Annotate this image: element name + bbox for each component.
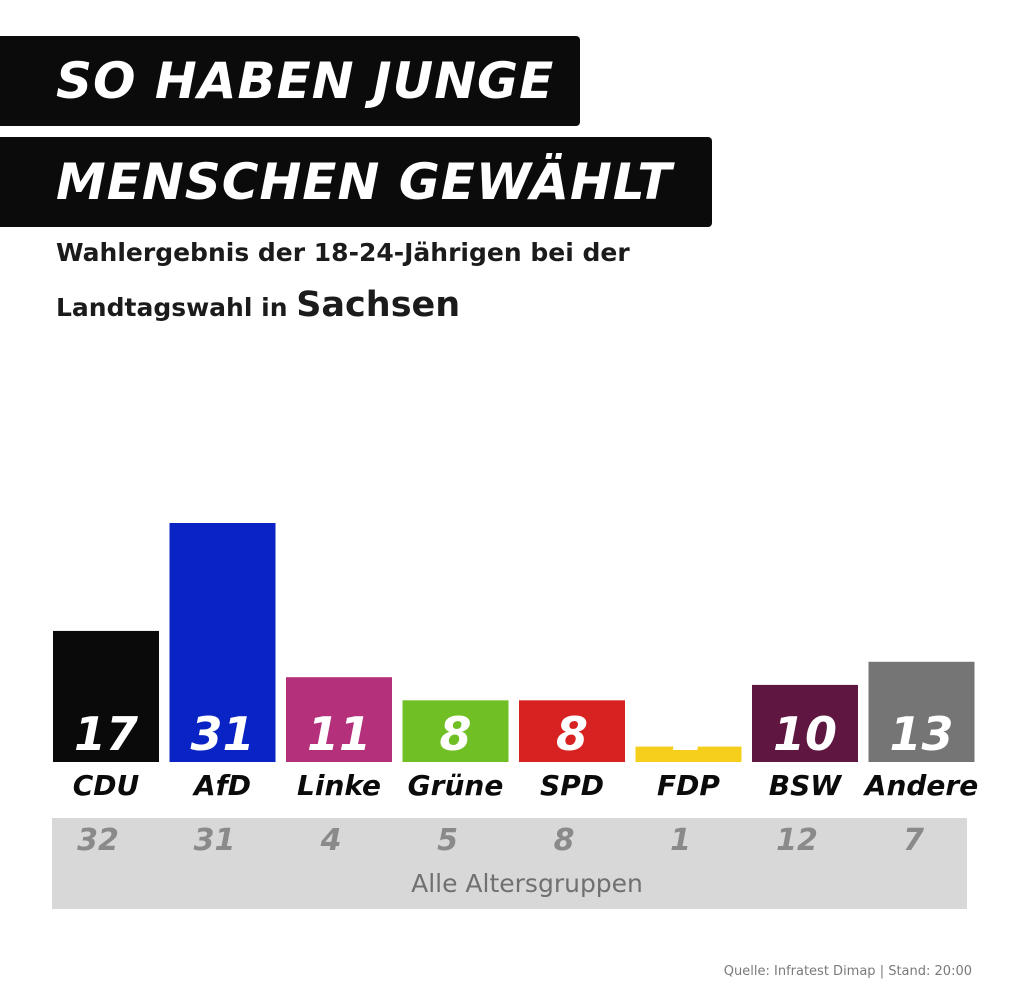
bar-spd	[519, 700, 625, 762]
all-ages-value: 4	[320, 823, 342, 858]
bar-value-label: 13	[889, 707, 953, 761]
title-line-1: SO HABEN JUNGE	[0, 36, 580, 126]
category-label: Andere	[863, 769, 978, 802]
bar-value-label: 31	[190, 707, 254, 761]
all-ages-value: 5	[437, 823, 458, 858]
bar-value-label: 2	[672, 707, 704, 761]
bar-value-label: 8	[439, 707, 471, 761]
bar-fdp	[635, 746, 742, 762]
category-label: SPD	[540, 769, 604, 802]
all-ages-band	[52, 818, 967, 909]
title-line-2: MENSCHEN GEWÄHLT	[0, 137, 712, 227]
category-label: CDU	[73, 769, 140, 802]
bar-value-label: 11	[307, 707, 371, 761]
all-ages-label: Alle Altersgruppen	[411, 869, 643, 898]
bar-value-label: 17	[74, 707, 138, 761]
category-label: FDP	[657, 769, 720, 802]
all-ages-value: 32	[77, 823, 119, 858]
all-ages-value: 8	[554, 823, 575, 858]
bar-grüne	[402, 700, 509, 762]
all-ages-value: 31	[194, 823, 236, 858]
bar-chart: 17 CDU 32 31 AfD 31 11 Linke 4 8 Grüne 5 8 SPD 8 2 FDP 1 1…	[52, 523, 978, 909]
bar-afd	[169, 523, 276, 762]
bar-value-label: 10	[773, 707, 837, 761]
bar-value-label: 8	[556, 707, 588, 761]
all-ages-value: 7	[903, 823, 924, 858]
all-ages-value: 1	[670, 823, 691, 858]
subtitle-line-2: Landtagswahl in Sachsen	[56, 285, 460, 325]
subtitle-line-1: Wahlergebnis der 18-24-Jährigen bei der	[56, 238, 630, 267]
category-label: Linke	[297, 769, 381, 802]
bar-bsw	[752, 684, 858, 762]
bar-cdu	[53, 630, 159, 762]
bar-linke	[286, 677, 392, 762]
category-label: AfD	[192, 769, 251, 802]
all-ages-value: 12	[776, 823, 818, 858]
category-label: BSW	[769, 769, 843, 802]
subtitle-prefix: Landtagswahl in	[56, 293, 288, 322]
bar-andere	[868, 661, 975, 762]
subtitle-region: Sachsen	[296, 285, 461, 325]
source-note: Quelle: Infratest Dimap | Stand: 20:00	[723, 964, 972, 979]
category-label: Grüne	[408, 769, 504, 802]
